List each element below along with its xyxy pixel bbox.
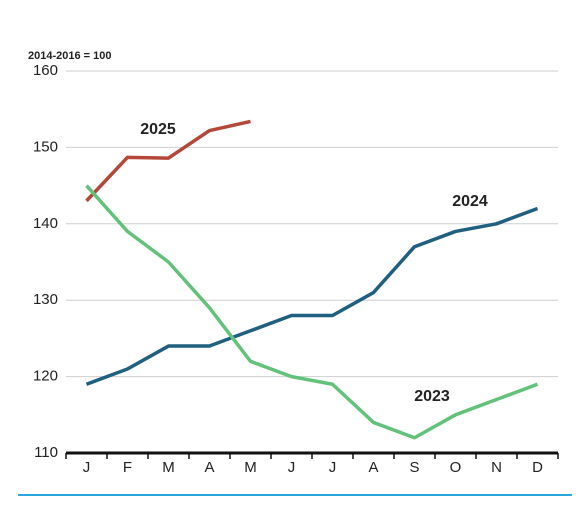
x-tick-label: J — [83, 459, 91, 476]
x-tick-label: A — [204, 459, 214, 476]
series-line — [85, 119, 251, 203]
x-tick-label: F — [123, 459, 132, 476]
y-tick-label: 110 — [34, 444, 58, 461]
x-tick-label: A — [368, 459, 378, 476]
x-tick-label: N — [491, 459, 502, 476]
series-line — [85, 184, 539, 440]
y-tick-label: 160 — [33, 62, 58, 79]
series-label: 2025 — [140, 121, 176, 138]
axis-note: 2014-2016 = 100 — [28, 50, 112, 62]
y-tick-label: 150 — [33, 138, 58, 155]
y-tick-label: 120 — [33, 368, 58, 385]
series-line — [85, 206, 539, 386]
series-label: 2024 — [452, 193, 488, 210]
series-label: 2023 — [414, 388, 450, 405]
x-tick-label: J — [288, 459, 296, 476]
x-tick-label: O — [450, 459, 462, 476]
x-tick-label: J — [329, 459, 337, 476]
x-tick-label: D — [532, 459, 543, 476]
x-tick-label: M — [162, 459, 175, 476]
y-tick-label: 140 — [33, 215, 58, 232]
x-tick-label: S — [409, 459, 419, 476]
y-tick-label: 130 — [33, 291, 58, 308]
x-tick-label: M — [244, 459, 257, 476]
